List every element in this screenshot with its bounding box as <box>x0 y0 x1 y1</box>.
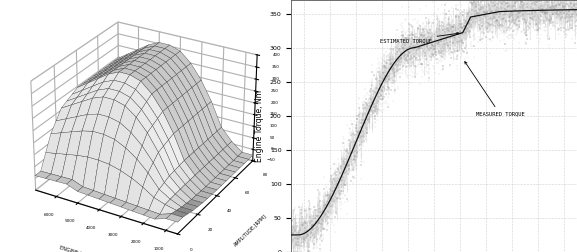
X-axis label: ENGINE SPEED,[RPM]: ENGINE SPEED,[RPM] <box>59 244 110 252</box>
Text: ESTIMATED TORQUE: ESTIMATED TORQUE <box>380 33 459 43</box>
Y-axis label: Engine Torque, Nm: Engine Torque, Nm <box>256 90 264 162</box>
Y-axis label: AMPLITUDE,[RPM]: AMPLITUDE,[RPM] <box>233 213 267 247</box>
Text: MEASURED TORQUE: MEASURED TORQUE <box>465 62 524 117</box>
